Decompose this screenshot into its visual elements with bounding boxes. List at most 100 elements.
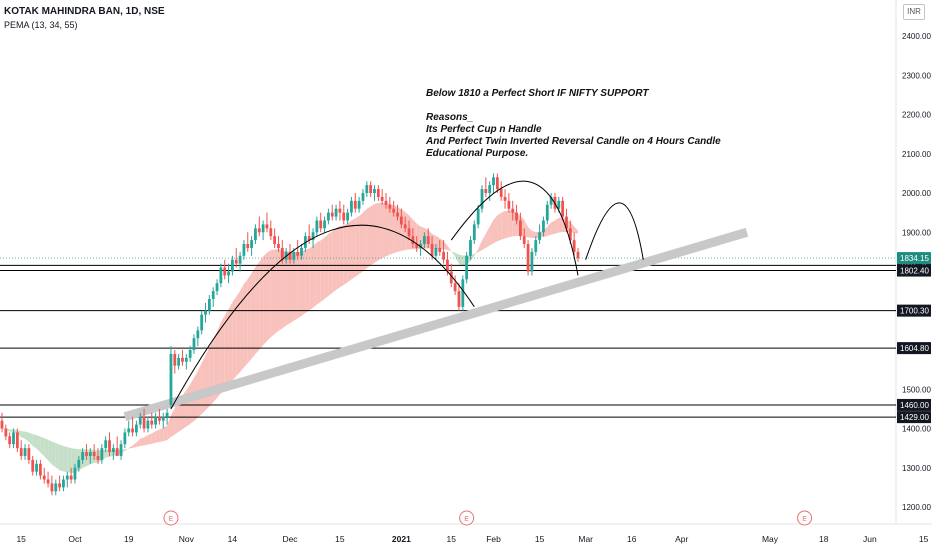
candle-body[interactable] [108, 440, 111, 453]
candle-body[interactable] [246, 244, 250, 248]
candle-body[interactable] [434, 247, 438, 256]
candle-body[interactable] [515, 212, 518, 221]
candle-body[interactable] [561, 200, 565, 217]
candle-body[interactable] [300, 247, 303, 256]
candle-body[interactable] [526, 244, 530, 272]
candle-body[interactable] [353, 200, 357, 209]
candle-body[interactable] [96, 455, 100, 460]
candle-body[interactable] [576, 251, 580, 259]
candle-body[interactable] [534, 240, 538, 252]
candle-body[interactable] [257, 228, 261, 233]
candle-body[interactable] [327, 212, 330, 221]
candle-body[interactable] [461, 279, 465, 307]
candle-body[interactable] [173, 353, 177, 366]
candle-body[interactable] [557, 200, 561, 209]
candle-body[interactable] [499, 189, 503, 197]
candle-body[interactable] [242, 244, 246, 256]
candle-body[interactable] [177, 357, 181, 366]
candle-body[interactable] [31, 459, 35, 472]
candle-body[interactable] [223, 267, 227, 276]
candle-body[interactable] [23, 448, 27, 456]
candle-body[interactable] [361, 193, 365, 201]
candle-body[interactable] [12, 432, 15, 445]
candle-body[interactable] [350, 200, 353, 213]
candle-body[interactable] [415, 244, 419, 248]
candle-body[interactable] [154, 416, 157, 425]
indicator-legend[interactable]: PEMA (13, 34, 55) [4, 20, 78, 30]
candle-body[interactable] [426, 236, 430, 245]
candle-body[interactable] [330, 212, 334, 217]
candle-body[interactable] [519, 220, 522, 237]
candle-body[interactable] [127, 428, 131, 433]
candle-body[interactable] [150, 420, 154, 425]
candle-body[interactable] [530, 251, 534, 272]
candle-body[interactable] [538, 232, 541, 241]
candle-body[interactable] [365, 185, 369, 193]
candle-body[interactable] [250, 240, 253, 248]
candle-body[interactable] [77, 459, 81, 468]
candle-body[interactable] [549, 196, 553, 205]
earnings-marker[interactable] [797, 510, 813, 526]
candle-body[interactable] [522, 236, 526, 245]
candle-body[interactable] [449, 271, 453, 284]
candle-body[interactable] [334, 208, 338, 217]
candle-body[interactable] [346, 212, 349, 221]
candle-body[interactable] [8, 436, 12, 445]
support-trendline[interactable] [123, 227, 749, 422]
candle-body[interactable] [85, 452, 88, 456]
candle-body[interactable] [46, 479, 50, 484]
candle-body[interactable] [169, 353, 173, 405]
candle-body[interactable] [123, 432, 127, 445]
candle-body[interactable] [542, 220, 545, 233]
candle-body[interactable] [58, 483, 61, 488]
cup-arc[interactable] [450, 180, 579, 276]
candle-body[interactable] [399, 216, 403, 225]
candle-body[interactable] [215, 283, 219, 292]
candle-body[interactable] [319, 220, 323, 229]
candle-body[interactable] [403, 224, 407, 229]
candle-body[interactable] [188, 350, 192, 358]
candle-body[interactable] [457, 291, 461, 307]
candle-body[interactable] [307, 236, 311, 241]
candle-body[interactable] [384, 200, 388, 205]
symbol-title[interactable]: KOTAK MAHINDRA BAN, 1D, NSE [4, 6, 165, 17]
candle-body[interactable] [438, 247, 442, 252]
candle-body[interactable] [507, 200, 511, 209]
candle-body[interactable] [254, 228, 257, 241]
candle-body[interactable] [131, 428, 134, 433]
candle-body[interactable] [92, 452, 96, 456]
candle-body[interactable] [465, 255, 469, 280]
candle-body[interactable] [111, 448, 115, 453]
candle-body[interactable] [42, 475, 46, 480]
candle-body[interactable] [142, 416, 146, 429]
candle-body[interactable] [476, 208, 480, 225]
candle-body[interactable] [423, 236, 426, 245]
candle-body[interactable] [219, 267, 223, 284]
candle-body[interactable] [200, 314, 204, 331]
candle-body[interactable] [511, 208, 515, 213]
candle-body[interactable] [19, 448, 23, 456]
candle-body[interactable] [65, 475, 69, 480]
candle-body[interactable] [269, 228, 273, 237]
candle-body[interactable] [54, 483, 58, 492]
candle-body[interactable] [288, 251, 292, 260]
candle-body[interactable] [273, 236, 277, 245]
currency-badge[interactable]: INR [903, 4, 925, 20]
candle-body[interactable] [73, 467, 77, 480]
candle-body[interactable] [545, 204, 549, 221]
candle-body[interactable] [211, 291, 215, 299]
candle-body[interactable] [15, 432, 19, 449]
candle-body[interactable] [115, 448, 119, 456]
candle-body[interactable] [311, 232, 315, 241]
candle-body[interactable] [138, 416, 142, 425]
candle-body[interactable] [396, 212, 399, 217]
candle-body[interactable] [342, 212, 346, 221]
candle-body[interactable] [69, 475, 73, 480]
candle-body[interactable] [265, 224, 269, 229]
earnings-marker[interactable] [163, 510, 179, 526]
candle-body[interactable] [338, 208, 342, 213]
candle-body[interactable] [88, 452, 92, 456]
candle-body[interactable] [296, 251, 300, 256]
candle-body[interactable] [323, 220, 326, 229]
